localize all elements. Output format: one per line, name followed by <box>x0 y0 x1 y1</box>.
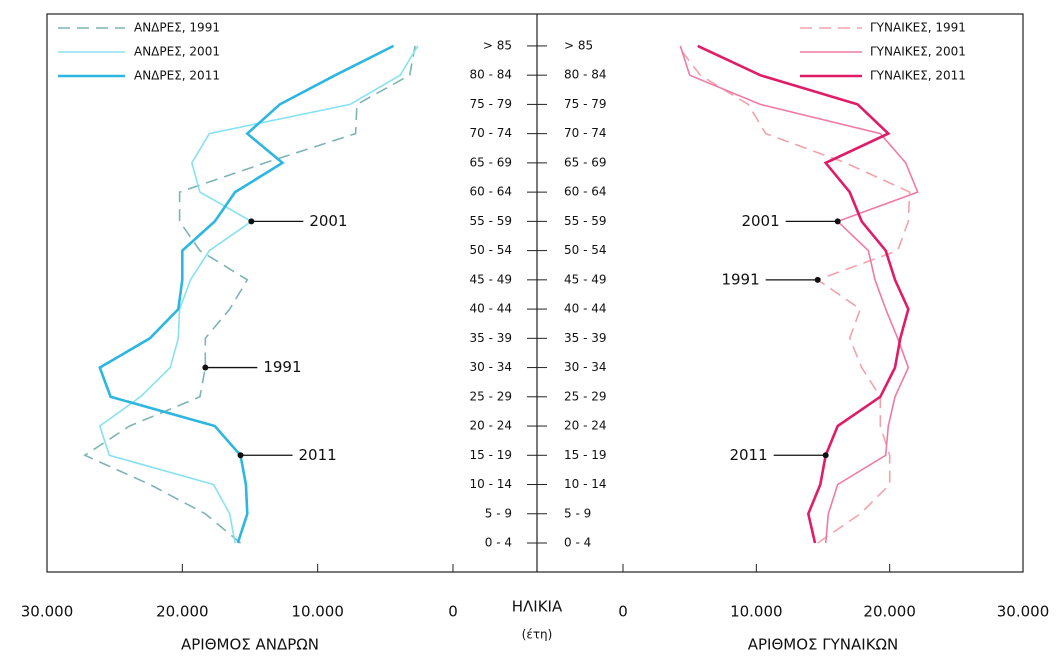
annotation: 2011 <box>729 446 767 464</box>
annotation: 1991 <box>263 358 301 376</box>
category-label: 65 - 69 <box>470 155 513 169</box>
category-label: 35 - 39 <box>564 331 607 345</box>
series-line <box>677 45 911 544</box>
series-line <box>98 45 419 544</box>
category-label: 50 - 54 <box>564 243 607 257</box>
category-label: 10 - 14 <box>470 477 513 491</box>
category-label: 30 - 34 <box>470 360 513 374</box>
x-tick-label: 20.000 <box>156 603 209 621</box>
category-label: 65 - 69 <box>564 155 607 169</box>
category-label: 5 - 9 <box>485 506 512 520</box>
x-tick-label: 0 <box>448 603 458 621</box>
category-label: 75 - 79 <box>470 97 513 111</box>
category-label: 0 - 4 <box>564 536 591 550</box>
x-axis-title: ΑΡΙΘΜΟΣ ΓΥΝΑΙΚΩΝ <box>748 636 898 654</box>
x-tick-label: 10.000 <box>730 603 783 621</box>
category-label: 35 - 39 <box>470 331 513 345</box>
category-label: 30 - 34 <box>564 360 607 374</box>
category-label: 50 - 54 <box>470 243 513 257</box>
x-tick-label: 0 <box>618 603 628 621</box>
category-label: 75 - 79 <box>564 97 607 111</box>
category-label: 10 - 14 <box>564 477 607 491</box>
category-label: 40 - 44 <box>564 302 607 316</box>
category-label: 20 - 24 <box>564 419 607 433</box>
x-tick-label: 20.000 <box>863 603 916 621</box>
center-axis-title: ΗΛΙΚΙΑ <box>512 598 563 616</box>
legend-label: ΑΝΔΡΕΣ, 2001 <box>134 45 220 59</box>
series-line <box>679 45 919 544</box>
category-label: 70 - 74 <box>564 126 607 140</box>
category-label: 20 - 24 <box>470 419 513 433</box>
category-label: 60 - 64 <box>564 185 607 199</box>
category-label: 25 - 29 <box>470 389 513 403</box>
legend-label: ΑΝΔΡΕΣ, 1991 <box>134 21 220 35</box>
series-line <box>98 44 395 544</box>
legend-label: ΓΥΝΑΙΚΕΣ, 2001 <box>870 45 966 59</box>
category-label: 60 - 64 <box>470 185 513 199</box>
annotation-marker <box>237 452 244 459</box>
category-label: 45 - 49 <box>470 272 513 286</box>
annotation-marker <box>822 452 829 459</box>
category-label: 80 - 84 <box>564 68 607 82</box>
series-line <box>697 44 910 544</box>
center-axis-unit: (έτη) <box>522 628 553 642</box>
annotation: 1991 <box>721 270 759 288</box>
annotation-marker <box>814 276 821 283</box>
category-label: > 85 <box>564 38 593 52</box>
legend-label: ΓΥΝΑΙΚΕΣ, 1991 <box>870 21 966 35</box>
category-label: 25 - 29 <box>564 389 607 403</box>
category-label: 45 - 49 <box>564 272 607 286</box>
annotation: 2011 <box>299 446 337 464</box>
category-label: 0 - 4 <box>485 536 512 550</box>
category-label: > 85 <box>483 38 512 52</box>
category-label: 5 - 9 <box>564 506 591 520</box>
annotation-marker <box>834 218 841 225</box>
x-tick-label: 30.000 <box>997 603 1050 621</box>
series-line <box>83 45 416 544</box>
annotation: 2001 <box>309 212 347 230</box>
legend-label: ΑΝΔΡΕΣ, 2011 <box>134 69 220 83</box>
category-label: 40 - 44 <box>470 302 513 316</box>
category-label: 70 - 74 <box>470 126 513 140</box>
category-label: 55 - 59 <box>470 214 513 228</box>
x-tick-label: 30.000 <box>21 603 74 621</box>
annotation-marker <box>248 218 255 225</box>
category-label: 80 - 84 <box>470 68 513 82</box>
x-axis-title: ΑΡΙΘΜΟΣ ΑΝΔΡΩΝ <box>181 636 319 654</box>
legend-label: ΓΥΝΑΙΚΕΣ, 2011 <box>870 69 966 83</box>
annotation: 2001 <box>741 212 779 230</box>
category-label: 55 - 59 <box>564 214 607 228</box>
annotation-marker <box>202 364 209 371</box>
x-tick-label: 10.000 <box>291 603 344 621</box>
plot-frame <box>46 13 1024 573</box>
category-label: 15 - 19 <box>564 448 607 462</box>
category-label: 15 - 19 <box>470 448 513 462</box>
